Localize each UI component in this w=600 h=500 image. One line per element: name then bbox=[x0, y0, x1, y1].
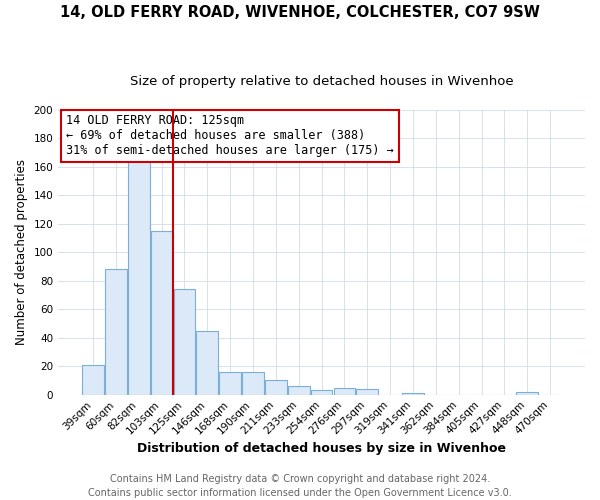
Bar bbox=[82, 365, 104, 394]
Bar bbox=[219, 372, 241, 394]
Bar bbox=[356, 389, 378, 394]
Bar bbox=[128, 157, 149, 394]
Title: Size of property relative to detached houses in Wivenhoe: Size of property relative to detached ho… bbox=[130, 75, 514, 88]
Text: 14, OLD FERRY ROAD, WIVENHOE, COLCHESTER, CO7 9SW: 14, OLD FERRY ROAD, WIVENHOE, COLCHESTER… bbox=[60, 5, 540, 20]
Bar bbox=[242, 372, 264, 394]
Bar bbox=[311, 390, 332, 394]
Bar bbox=[288, 386, 310, 394]
Bar bbox=[196, 330, 218, 394]
Y-axis label: Number of detached properties: Number of detached properties bbox=[15, 160, 28, 346]
Text: 14 OLD FERRY ROAD: 125sqm
← 69% of detached houses are smaller (388)
31% of semi: 14 OLD FERRY ROAD: 125sqm ← 69% of detac… bbox=[66, 114, 394, 158]
Text: Contains HM Land Registry data © Crown copyright and database right 2024.
Contai: Contains HM Land Registry data © Crown c… bbox=[88, 474, 512, 498]
Bar bbox=[517, 392, 538, 394]
X-axis label: Distribution of detached houses by size in Wivenhoe: Distribution of detached houses by size … bbox=[137, 442, 506, 455]
Bar bbox=[334, 388, 355, 394]
Bar bbox=[173, 290, 195, 395]
Bar bbox=[265, 380, 287, 394]
Bar bbox=[151, 231, 172, 394]
Bar bbox=[105, 270, 127, 394]
